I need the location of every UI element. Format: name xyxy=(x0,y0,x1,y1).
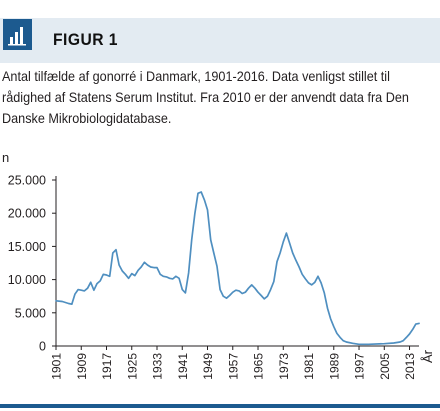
x-tick-label: 1901 xyxy=(50,353,64,380)
x-tick-label: 1941 xyxy=(176,353,190,380)
figure-caption: Antal tilfælde af gonorré i Danmark, 190… xyxy=(2,69,409,126)
y-tick-label: 0 xyxy=(39,340,46,354)
series-line xyxy=(55,191,420,346)
x-tick-label: 2013 xyxy=(403,353,417,380)
figure-header-bar xyxy=(0,18,440,63)
y-axis-label: n xyxy=(2,150,9,165)
bar-chart-icon-glyph xyxy=(8,27,26,46)
x-tick-label: 1957 xyxy=(226,353,240,380)
y-tick-label: 10.000 xyxy=(8,273,46,287)
figure-label: FIGUR 1 xyxy=(53,30,118,49)
y-tick-label: 15.000 xyxy=(8,240,46,254)
x-tick-label: 1997 xyxy=(353,353,367,380)
x-tick-label: 1973 xyxy=(277,353,291,380)
x-tick-label: 1917 xyxy=(100,353,114,380)
y-tick-label: 25.000 xyxy=(8,174,46,188)
x-tick-label: 1925 xyxy=(125,353,139,380)
x-tick-label: 1949 xyxy=(201,353,215,380)
bar-chart-icon xyxy=(3,19,32,50)
x-axis-label: År xyxy=(420,349,435,363)
x-tick-label: 1981 xyxy=(302,353,316,380)
x-tick-label: 1909 xyxy=(75,353,89,380)
x-tick-label: 1933 xyxy=(151,353,165,380)
x-tick-label: 1965 xyxy=(252,353,266,380)
y-tick-label: 5.000 xyxy=(15,306,46,320)
x-tick-label: 1989 xyxy=(327,353,341,380)
y-tick-label: 20.000 xyxy=(8,207,46,221)
x-tick-label: 2005 xyxy=(378,353,392,380)
bottom-rule xyxy=(0,404,440,408)
